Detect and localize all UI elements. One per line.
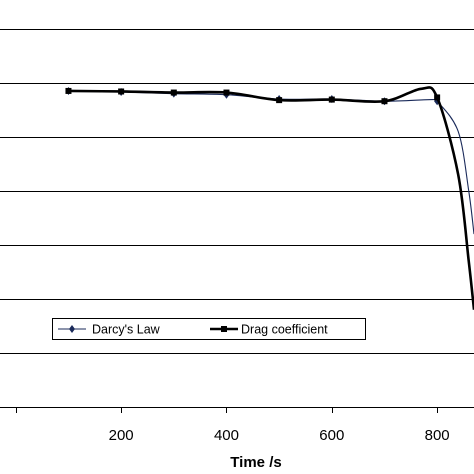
data-point [276, 97, 283, 104]
data-point [223, 89, 230, 96]
legend-item: Darcy's Law [58, 323, 161, 337]
series-2 [65, 86, 474, 310]
legend: Darcy's Law Drag coefficient [52, 318, 366, 340]
series-line [68, 90, 474, 235]
series-layer [65, 86, 474, 310]
legend-label: Darcy's Law [92, 323, 161, 337]
data-point [170, 89, 177, 96]
data-point [118, 88, 125, 95]
legend-marker [221, 326, 227, 332]
series-line [68, 86, 474, 310]
x-tick-label: 400 [214, 427, 239, 444]
legend-box [52, 318, 366, 340]
x-tick-label: 200 [109, 427, 134, 444]
data-point [381, 98, 388, 105]
x-tick-label: 800 [425, 427, 450, 444]
x-axis [0, 407, 474, 413]
x-tick-label: 600 [319, 427, 344, 444]
legend-marker [69, 325, 75, 333]
series-1 [65, 86, 474, 235]
legend-item: Drag coefficient [210, 323, 328, 337]
legend-label: Drag coefficient [241, 323, 328, 337]
data-point [328, 96, 335, 103]
data-point [65, 87, 72, 94]
x-axis-title: Time /s [230, 454, 281, 471]
x-tick-labels: 200 400 600 800 [109, 427, 450, 444]
grid-lines [0, 29, 474, 354]
data-point [434, 94, 441, 101]
